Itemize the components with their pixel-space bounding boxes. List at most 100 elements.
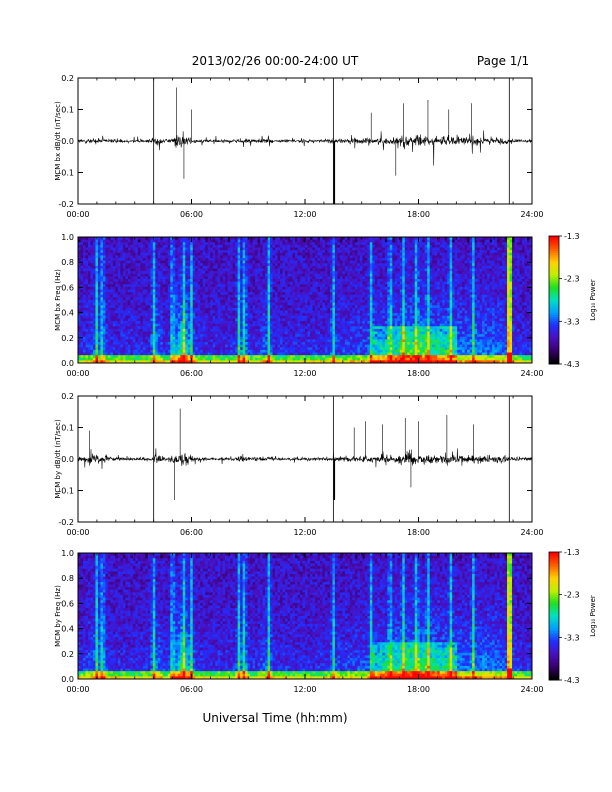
heatmap-cell xyxy=(309,294,313,298)
heatmap-cell xyxy=(197,331,201,335)
heatmap-cell xyxy=(309,273,313,277)
heatmap-cell xyxy=(157,302,161,306)
heatmap-cell xyxy=(182,271,186,275)
heatmap-cell xyxy=(90,244,94,248)
heatmap-cell xyxy=(127,281,131,285)
heatmap-cell xyxy=(312,310,316,314)
heatmap-cell xyxy=(190,302,194,306)
heatmap-cell xyxy=(317,250,321,254)
heatmap-cell xyxy=(90,344,94,348)
heatmap-cell xyxy=(215,242,219,246)
heatmap-cell xyxy=(212,250,216,254)
heatmap-cell xyxy=(327,294,331,298)
heatmap-cell xyxy=(140,281,144,285)
heatmap-cell xyxy=(120,307,124,311)
heatmap-cell xyxy=(190,323,194,327)
heatmap-cell xyxy=(215,310,219,314)
heatmap-cell xyxy=(314,284,318,288)
heatmap-cell xyxy=(157,360,161,364)
heatmap-cell xyxy=(185,279,189,283)
heatmap-cell xyxy=(192,244,196,248)
heatmap-cell xyxy=(207,318,211,322)
heatmap-cell xyxy=(260,265,263,269)
heatmap-cell xyxy=(122,336,126,340)
heatmap-cell xyxy=(242,263,246,267)
heatmap-cell xyxy=(322,292,326,296)
heatmap-cell xyxy=(305,242,308,246)
heatmap-cell xyxy=(257,315,261,319)
heatmap-cell xyxy=(319,326,323,330)
heatmap-cell xyxy=(260,268,263,272)
heatmap-cell xyxy=(225,284,229,288)
heatmap-cell xyxy=(85,347,89,351)
heatmap-cell xyxy=(227,294,231,298)
heatmap-cell xyxy=(319,300,323,304)
heatmap-cell xyxy=(160,284,164,288)
heatmap-cell xyxy=(125,252,129,256)
heatmap-cell xyxy=(177,284,181,288)
heatmap-cell xyxy=(202,294,206,298)
heatmap-cell xyxy=(225,315,229,319)
heatmap-cell xyxy=(277,244,281,248)
heatmap-cell xyxy=(235,244,239,248)
heatmap-cell xyxy=(252,360,256,364)
heatmap-cell xyxy=(242,310,246,314)
heatmap-cell xyxy=(230,252,234,256)
heatmap-cell xyxy=(87,237,91,241)
heatmap-cell xyxy=(232,344,236,348)
heatmap-cell xyxy=(240,313,244,317)
heatmap-cell xyxy=(287,247,291,251)
heatmap-cell xyxy=(82,284,86,288)
heatmap-cell xyxy=(265,334,268,338)
heatmap-cell xyxy=(275,279,278,283)
heatmap-cell xyxy=(317,357,321,361)
heatmap-cell xyxy=(97,258,101,262)
heatmap-cell xyxy=(285,268,288,272)
heatmap-cell xyxy=(235,310,239,314)
heatmap-cell xyxy=(177,336,181,340)
heatmap-cell xyxy=(135,242,139,246)
heatmap-cell xyxy=(300,242,303,246)
heatmap-cell xyxy=(170,302,174,306)
heatmap-cell xyxy=(267,294,271,298)
heatmap-cell xyxy=(295,263,298,267)
heatmap-cell xyxy=(112,284,116,288)
heatmap-cell xyxy=(202,242,206,246)
heatmap-cell xyxy=(272,289,276,293)
heatmap-cell xyxy=(275,355,278,359)
heatmap-cell xyxy=(292,349,296,353)
heatmap-cell xyxy=(292,247,296,251)
heatmap-cell xyxy=(105,313,109,317)
heatmap-cell xyxy=(150,344,154,348)
heatmap-cell xyxy=(140,289,144,293)
heatmap-cell xyxy=(145,305,149,309)
heatmap-cell xyxy=(155,252,159,256)
heatmap-cell xyxy=(292,339,296,343)
heatmap-cell xyxy=(260,339,263,343)
heatmap-cell xyxy=(95,326,99,330)
heatmap-cell xyxy=(287,302,291,306)
heatmap-cell xyxy=(190,292,194,296)
heatmap-cell xyxy=(215,286,219,290)
heatmap-cell xyxy=(222,328,226,332)
heatmap-cell xyxy=(260,336,263,340)
heatmap-cell xyxy=(122,255,126,259)
heatmap-cell xyxy=(307,258,311,262)
heatmap-cell xyxy=(82,292,86,296)
heatmap-cell xyxy=(300,263,303,267)
heatmap-cell xyxy=(132,263,136,267)
heatmap-cell xyxy=(262,342,266,346)
heatmap-cell xyxy=(247,252,251,256)
heatmap-cell xyxy=(225,334,229,338)
heatmap-cell xyxy=(187,310,191,314)
heatmap-cell xyxy=(135,276,139,280)
heatmap-cell xyxy=(287,355,291,359)
heatmap-cell xyxy=(145,355,149,359)
heatmap-cell xyxy=(235,292,239,296)
heatmap-cell xyxy=(295,347,298,351)
heatmap-cell xyxy=(122,276,126,280)
heatmap-cell xyxy=(295,289,298,293)
heatmap-cell xyxy=(120,342,124,346)
heatmap-cell xyxy=(78,305,81,309)
heatmap-cell xyxy=(167,339,171,343)
